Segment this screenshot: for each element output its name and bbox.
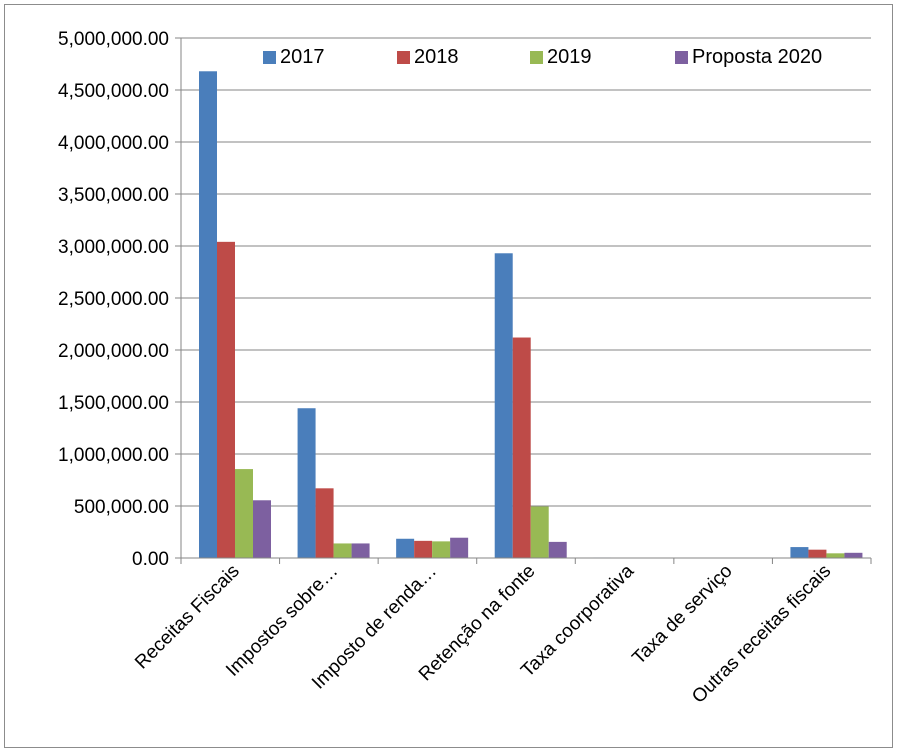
legend-swatch xyxy=(530,51,543,64)
bar-2019 xyxy=(333,543,352,558)
gridlines xyxy=(181,37,871,507)
bar-chart: 0.00 500,000.00 1,000,000.00 1,500,000.00 2,… xyxy=(58,29,872,708)
bar-2019 xyxy=(432,541,451,558)
legend-swatch xyxy=(397,51,410,64)
bar-2018 xyxy=(512,337,531,558)
y-tick-label: 1,000,000.00 xyxy=(58,445,169,466)
y-tick-label: 0.00 xyxy=(132,549,169,570)
bar-2018 xyxy=(414,540,433,558)
bar-2017 xyxy=(199,71,217,558)
y-tick-label: 2,500,000.00 xyxy=(58,289,169,310)
y-tick-label: 2,000,000.00 xyxy=(58,341,169,362)
bar-2017 xyxy=(396,538,415,558)
bar-2018 xyxy=(217,241,235,558)
bar-2018 xyxy=(808,549,827,558)
y-tick-label: 1,500,000.00 xyxy=(58,393,169,414)
bar-2019 xyxy=(530,506,549,558)
y-tick-label: 4,000,000.00 xyxy=(58,133,169,154)
legend-label: Proposta 2020 xyxy=(692,46,822,68)
legend: 2017 2018 2019 Proposta 2020 xyxy=(263,46,822,68)
bar-proposta-2020 xyxy=(351,543,370,558)
bar-2019 xyxy=(826,553,845,558)
x-tick-label: Taxa de serviço xyxy=(628,561,736,669)
legend-swatch xyxy=(263,51,276,64)
legend-label: 2018 xyxy=(414,46,459,68)
bar-proposta-2020 xyxy=(548,541,567,558)
y-tick-label: 3,000,000.00 xyxy=(58,237,169,258)
bar-2017 xyxy=(790,547,809,558)
bar-2018 xyxy=(315,488,334,558)
bar-proposta-2020 xyxy=(253,500,271,558)
legend-swatch xyxy=(675,51,688,64)
bar-proposta-2020 xyxy=(844,552,863,558)
y-tick-label: 500,000.00 xyxy=(74,497,169,518)
x-tick-label: Receitas Fiscais xyxy=(131,561,244,674)
y-tick-label: 5,000,000.00 xyxy=(58,29,169,50)
bar-2017 xyxy=(494,253,513,558)
bar-proposta-2020 xyxy=(450,537,469,558)
legend-label: 2017 xyxy=(280,46,325,68)
y-tick-label: 3,500,000.00 xyxy=(58,185,169,206)
bar-2017 xyxy=(297,408,316,558)
legend-label: 2019 xyxy=(547,46,592,68)
bar-2019 xyxy=(235,469,253,558)
y-tick-labels: 0.00 500,000.00 1,000,000.00 1,500,000.00 2,… xyxy=(58,29,169,570)
chart-frame: 0.00 500,000.00 1,000,000.00 1,500,000.00 2,… xyxy=(4,4,893,748)
y-tick-label: 4,500,000.00 xyxy=(58,81,169,102)
bars xyxy=(199,71,863,558)
axes xyxy=(175,37,872,564)
